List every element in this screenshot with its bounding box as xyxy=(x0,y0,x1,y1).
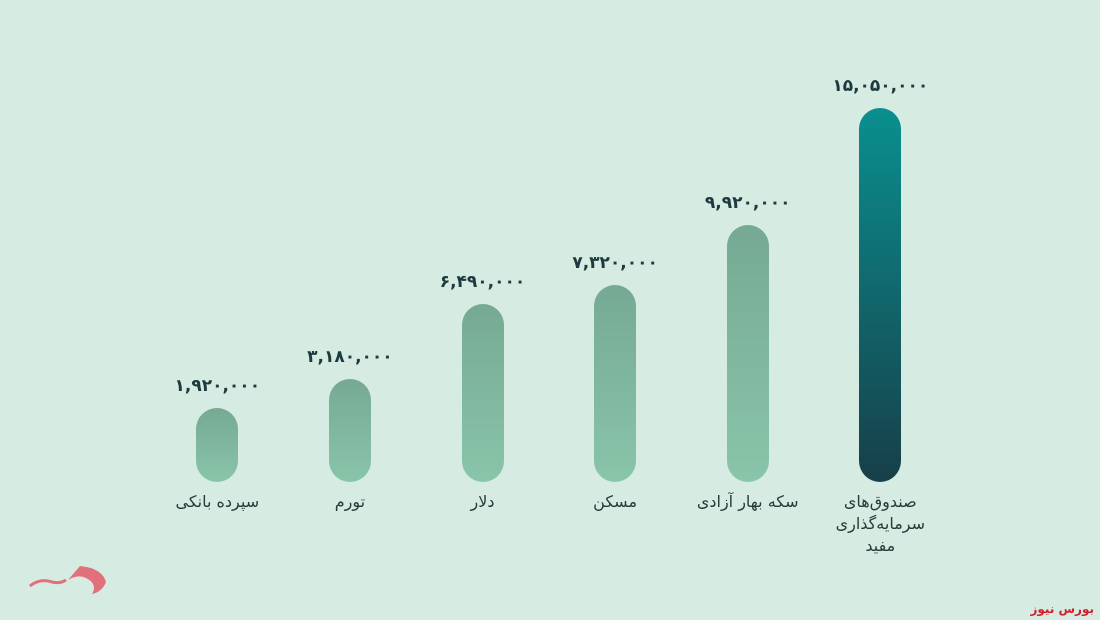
value-label: ۳,۱۸۰,۰۰۰ xyxy=(307,347,393,368)
category-label: سکه بهار آزادی xyxy=(696,492,799,511)
value-label: ۷,۳۲۰,۰۰۰ xyxy=(572,252,658,273)
value-label: ۱,۹۲۰,۰۰۰ xyxy=(174,376,261,397)
value-label: ۱۵,۰۵۰,۰۰۰ xyxy=(832,76,929,96)
bar xyxy=(726,225,769,482)
category-label: سپرده بانکی xyxy=(175,492,260,511)
logo-shape xyxy=(68,566,106,594)
bar xyxy=(859,108,902,482)
value-label: ۶,۴۹۰,۰۰۰ xyxy=(439,271,526,292)
bar xyxy=(461,303,504,482)
value-label: ۹,۹۲۰,۰۰۰ xyxy=(704,193,791,214)
bar xyxy=(594,284,637,482)
category-label: مسکن xyxy=(593,492,638,511)
category-label: تورم xyxy=(334,492,366,511)
logo-stroke xyxy=(29,578,67,588)
category-label: دلار xyxy=(470,492,495,511)
bar xyxy=(328,379,371,482)
category-label: صندوق‌های سرمایه‌گذاری مفید xyxy=(835,492,925,555)
bar xyxy=(196,408,239,482)
source: بورس نیوز xyxy=(1030,602,1094,616)
logo xyxy=(29,566,106,594)
